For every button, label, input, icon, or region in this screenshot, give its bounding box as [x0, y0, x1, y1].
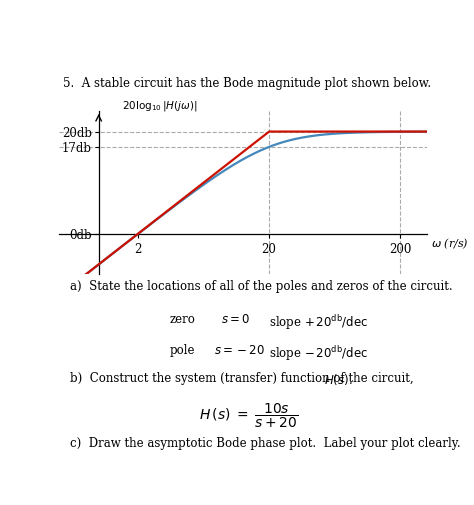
Text: c)  Draw the asymptotic Bode phase plot.  Label your plot clearly.: c) Draw the asymptotic Bode phase plot. … — [70, 437, 461, 450]
Text: $s = -20$: $s = -20$ — [213, 344, 264, 358]
Text: $H(s)$.: $H(s)$. — [324, 373, 353, 387]
Text: 5.  A stable circuit has the Bode magnitude plot shown below.: 5. A stable circuit has the Bode magnitu… — [63, 77, 431, 90]
Text: a)  State the locations of all of the poles and zeros of the circuit.: a) State the locations of all of the pol… — [70, 280, 453, 293]
Text: slope $-\,20^{\mathrm{db}}/\mathrm{dec}$: slope $-\,20^{\mathrm{db}}/\mathrm{dec}$ — [269, 344, 368, 364]
Text: b)  Construct the system (transfer) function of the circuit,: b) Construct the system (transfer) funct… — [70, 373, 418, 385]
Text: $20\log_{10}|H(j\omega)|$: $20\log_{10}|H(j\omega)|$ — [122, 98, 197, 113]
Text: pole: pole — [169, 344, 195, 358]
Text: $H\,(s)\;=\;\dfrac{10s}{s+20}$: $H\,(s)\;=\;\dfrac{10s}{s+20}$ — [199, 401, 298, 430]
Text: zero: zero — [169, 313, 195, 326]
Text: $s = 0$: $s = 0$ — [221, 313, 250, 326]
Text: slope $+\,20^{\mathrm{db}}/\mathrm{dec}$: slope $+\,20^{\mathrm{db}}/\mathrm{dec}$ — [269, 313, 368, 332]
Text: $\omega$ (r/s): $\omega$ (r/s) — [431, 236, 469, 250]
